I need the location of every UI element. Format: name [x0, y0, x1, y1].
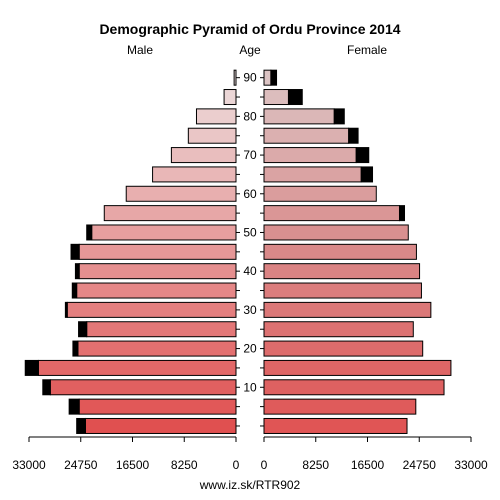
female-bar-20-24: [263, 340, 424, 357]
age-tick-label: 50: [243, 225, 257, 239]
x-tick-label-female: 24750: [403, 458, 437, 472]
age-tick-label: 60: [243, 187, 257, 201]
age-tick-label: 70: [243, 148, 257, 162]
male-bar-50-54: [91, 224, 237, 241]
female-bar-75-79: [263, 127, 350, 144]
age-tick-label: 90: [243, 71, 257, 85]
male-bar-20-24: [77, 340, 237, 357]
male-excess-bar-45-49: [70, 243, 80, 260]
female-bars: [263, 69, 452, 434]
female-bar-60-64: [263, 185, 377, 202]
female-excess-bar-75-79: [348, 127, 359, 144]
female-bar-10-14: [263, 379, 445, 396]
chart-title: Demographic Pyramid of Ordu Province 201…: [99, 21, 400, 37]
age-tick-label: 30: [243, 303, 257, 317]
male-excess-bar-30-34: [64, 301, 68, 318]
female-bar-55-59: [263, 205, 400, 222]
female-bar-25-29: [263, 321, 414, 338]
female-excess-bar-65-69: [360, 166, 374, 183]
x-tick-label-female: 8250: [302, 458, 329, 472]
female-excess-bar-55-59: [398, 205, 406, 222]
female-excess-bar-85-89: [287, 89, 303, 106]
male-bar-55-59: [103, 205, 237, 222]
female-bar-80-84: [263, 108, 335, 125]
male-bar-75-79: [187, 127, 237, 144]
female-header: Female: [347, 43, 387, 57]
female-bar-35-39: [263, 282, 422, 299]
male-bar-65-69: [152, 166, 237, 183]
x-tick-label-female: 33000: [454, 458, 488, 472]
age-tick-label: 80: [243, 109, 257, 123]
age-tick-label: 40: [243, 264, 257, 278]
female-bar-85-89: [263, 89, 289, 106]
male-excess-bar-25-29: [78, 321, 88, 338]
x-tick-label-male: 16500: [116, 458, 150, 472]
x-tick-label-female: 0: [261, 458, 268, 472]
male-bar-70-74: [170, 147, 237, 164]
male-bar-45-49: [78, 243, 237, 260]
female-bar-5-9: [263, 398, 417, 415]
female-excess-bar-80-84: [333, 108, 345, 125]
x-tick-label-female: 16500: [351, 458, 385, 472]
age-tick-label: 10: [243, 380, 257, 394]
male-excess-bar-10-14: [42, 379, 51, 396]
male-excess-bar-5-9: [68, 398, 80, 415]
x-tick-label-male: 33000: [12, 458, 46, 472]
age-axis: 10 20 30 40 50 60 70 80 90: [236, 71, 264, 427]
male-excess-bar-35-39: [71, 282, 78, 299]
male-bar-15-19: [37, 359, 237, 376]
male-bar-5-9: [78, 398, 237, 415]
male-bar-35-39: [76, 282, 237, 299]
male-bar-90+: [233, 69, 237, 86]
x-tick-label-male: 8250: [171, 458, 198, 472]
male-bar-80-84: [195, 108, 237, 125]
female-bar-90+: [263, 69, 272, 86]
male-excess-bar-15-19: [24, 359, 39, 376]
female-bar-40-44: [263, 263, 421, 280]
male-bar-10-14: [49, 379, 237, 396]
male-bar-25-29: [86, 321, 237, 338]
x-axis-ticks: 33000 24750 16500 8250 0 0 8250 16500 24750 33000: [12, 437, 488, 472]
age-tick-label: 20: [243, 342, 257, 356]
male-excess-bar-20-24: [72, 340, 79, 357]
female-bar-50-54: [263, 224, 409, 241]
age-header: Age: [239, 43, 261, 57]
x-tick-label-male: 0: [233, 458, 240, 472]
x-tick-label-male: 24750: [64, 458, 98, 472]
male-bar-30-34: [66, 301, 237, 318]
male-header: Male: [127, 43, 153, 57]
female-bar-65-69: [263, 166, 362, 183]
female-bar-70-74: [263, 147, 357, 164]
source-label: www.iz.sk/RTR902: [199, 478, 301, 492]
male-bar-40-44: [78, 263, 237, 280]
male-excess-bar-0-4: [76, 417, 86, 434]
male-bar-60-64: [125, 185, 237, 202]
male-bars: [24, 69, 237, 434]
female-excess-bar-90+: [270, 69, 278, 86]
male-bar-85-89: [223, 89, 237, 106]
male-excess-bar-50-54: [86, 224, 93, 241]
male-excess-bar-40-44: [74, 263, 80, 280]
female-bar-30-34: [263, 301, 432, 318]
female-bar-15-19: [263, 359, 452, 376]
male-bar-0-4: [84, 417, 237, 434]
female-bar-45-49: [263, 243, 417, 260]
female-excess-bar-70-74: [355, 147, 370, 164]
female-bar-0-4: [263, 417, 408, 434]
